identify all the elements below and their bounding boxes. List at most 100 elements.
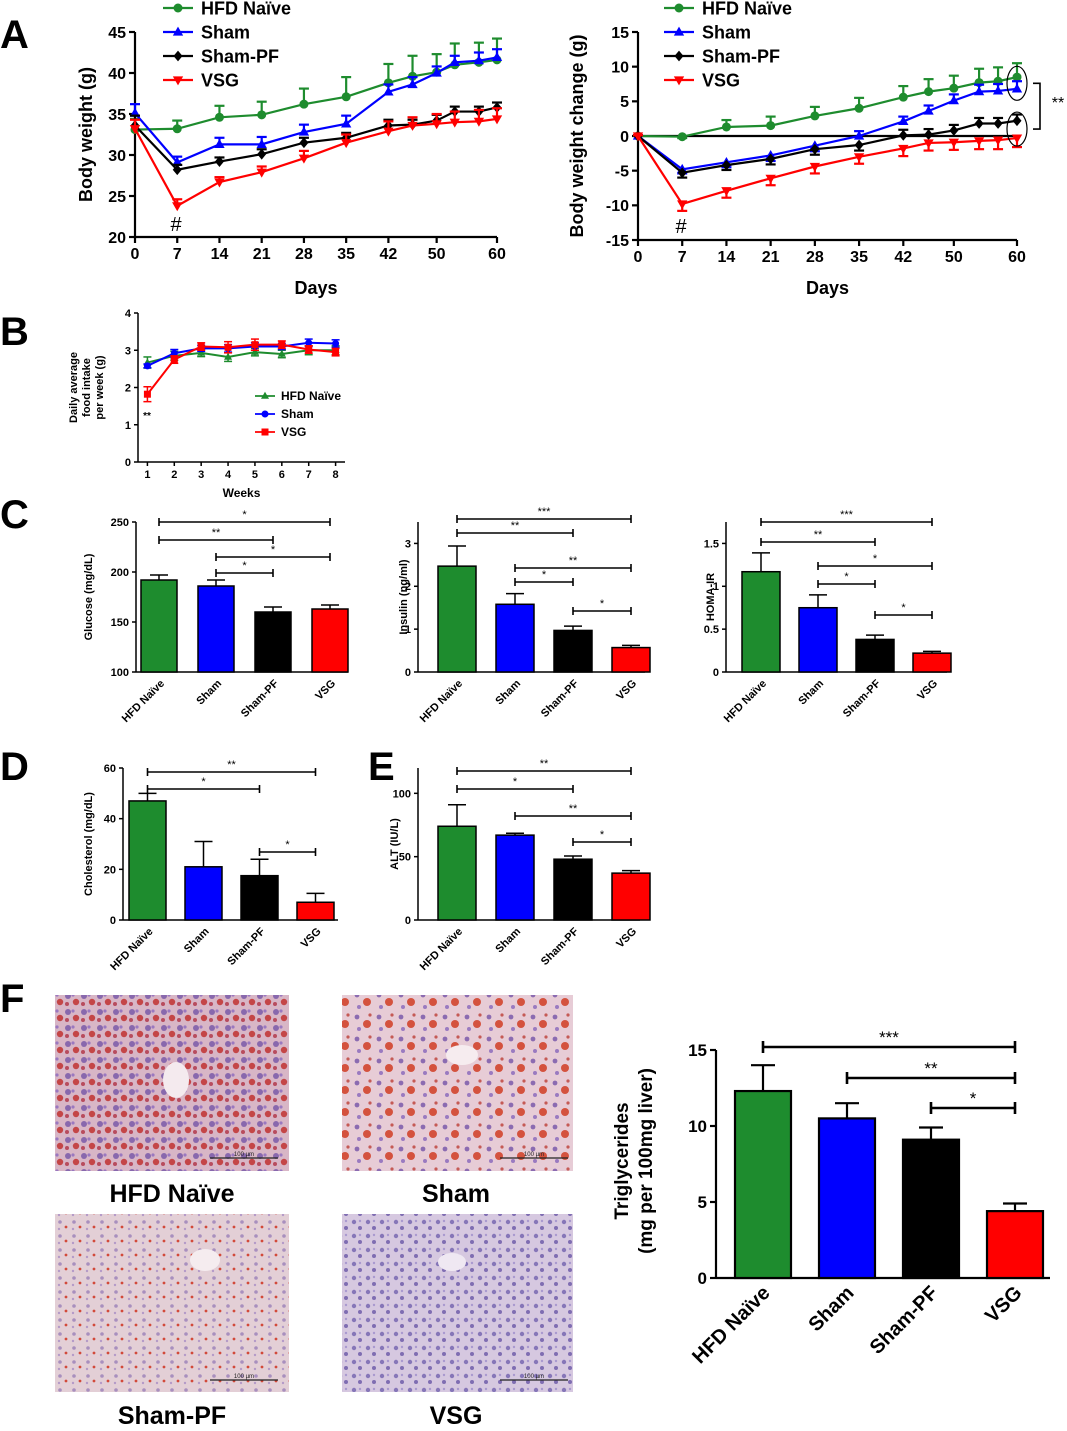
data-point [973, 137, 985, 147]
legend-marker [673, 26, 685, 36]
series-vsg [129, 107, 503, 212]
significance-stars: ** [227, 759, 236, 771]
data-point [992, 85, 1004, 95]
y-tick-label: 1 [405, 624, 411, 636]
y-axis-label: ALT (IU/L) [389, 818, 401, 870]
data-point [677, 167, 687, 179]
data-point [766, 153, 776, 165]
bar [296, 901, 335, 921]
scale-bar-label: 100 µm [234, 1152, 254, 1158]
category-label: Sham-PF [841, 677, 883, 719]
chart-insulin: 0 1 2 3 Insulin (ng/ml) HFD Naïve Sham Sham-PF V… [398, 506, 651, 725]
bar [985, 1210, 1045, 1280]
series-line [134, 117, 498, 208]
bar [553, 629, 593, 673]
bar [553, 858, 593, 921]
y-tick-label: 0 [713, 667, 719, 679]
data-point [853, 130, 865, 140]
legend-marker [674, 50, 684, 62]
y-tick-label: 1 [713, 581, 719, 593]
bar [798, 606, 838, 673]
x-tick-label: 14 [211, 246, 229, 263]
y-axis-label-line: per week (g) [94, 355, 106, 420]
x-tick-label: 8 [333, 469, 339, 481]
data-point [299, 99, 309, 109]
y-tick-label: 2 [405, 581, 411, 593]
category-label: HFD Naïve [108, 926, 155, 973]
bar [495, 603, 535, 673]
data-point [632, 132, 644, 142]
data-point [924, 129, 934, 141]
x-tick-label: 35 [850, 249, 868, 266]
significance-stars: *** [538, 506, 552, 518]
y-tick-label: 40 [108, 66, 126, 83]
data-point [305, 339, 313, 347]
significance-stars: * [600, 598, 605, 610]
legend-label: VSG [281, 425, 306, 439]
data-point [214, 138, 225, 148]
data-point [278, 341, 286, 349]
scale-bar-label: 100 µm [524, 1152, 544, 1158]
y-tick-label: 3 [125, 345, 131, 357]
category-label: Sham [493, 677, 523, 707]
y-tick-label: 25 [108, 189, 126, 206]
significance-stars: * [285, 839, 290, 851]
y-tick-label: 15 [688, 1041, 707, 1060]
significance-stars: ** [569, 555, 578, 567]
data-point [170, 356, 178, 364]
data-point [810, 111, 820, 121]
category-label: Sham [804, 1282, 858, 1336]
x-tick-label: 42 [380, 246, 398, 263]
data-point [172, 164, 182, 176]
y-tick-label: 1 [125, 420, 131, 432]
significance-stars: ** [924, 1059, 938, 1078]
x-tick-label: 35 [337, 246, 355, 263]
significance-stars: ** [540, 758, 549, 770]
panel-letter-d: D [0, 745, 29, 789]
series-sham [129, 48, 503, 166]
category-label: Sham [796, 677, 826, 707]
legend-label: Sham-PF [702, 46, 780, 66]
y-tick-label: 5 [698, 1193, 707, 1212]
x-tick-label: 5 [252, 469, 258, 481]
data-point [491, 52, 503, 62]
x-tick-label: 42 [894, 249, 912, 266]
panel-letter-c: C [0, 493, 29, 537]
bar [184, 866, 223, 921]
data-point [1012, 72, 1022, 82]
series-line [134, 106, 498, 171]
category-label: Sham [182, 925, 212, 955]
data-point [257, 110, 267, 120]
y-tick-label: 40 [104, 814, 116, 826]
significance-stars: ** [511, 520, 520, 532]
series-line [637, 119, 1018, 174]
data-point [214, 178, 225, 188]
data-point [854, 139, 864, 151]
chart-glucose: 100 150 200 250 Glucose (mg/dL) HFD Naïve Sham… [83, 509, 349, 725]
bar [437, 825, 477, 921]
data-point [948, 95, 960, 105]
y-tick-label: 100 [393, 788, 411, 800]
y-tick-label: 0 [698, 1269, 707, 1288]
y-tick-label: -10 [606, 198, 629, 215]
significance-stars: * [201, 776, 206, 788]
category-label: Sham-PF [539, 925, 581, 967]
chart-triglycerides: 0 5 10 15 Triglycerides (mg per 100mg liver)… [612, 1028, 1050, 1368]
data-point [810, 143, 820, 155]
data-point [332, 348, 340, 356]
x-tick-label: 7 [678, 249, 687, 266]
highlight-ellipse [1006, 65, 1028, 101]
series-vsg [632, 132, 1023, 212]
legend-label: HFD Naïve [281, 389, 341, 403]
data-point [172, 202, 183, 212]
y-tick-label: 3 [405, 538, 411, 550]
y-tick-label: 100 [111, 667, 129, 679]
histology-vsg-image: 100 µm [342, 1214, 573, 1392]
data-point [1011, 134, 1023, 144]
legend-marker [260, 391, 270, 399]
significance-stars: * [844, 571, 849, 583]
legend-marker [173, 50, 183, 62]
data-point [197, 343, 205, 351]
y-axis-label: Body weight (g) [76, 67, 96, 202]
y-tick-label: 2 [125, 383, 131, 395]
